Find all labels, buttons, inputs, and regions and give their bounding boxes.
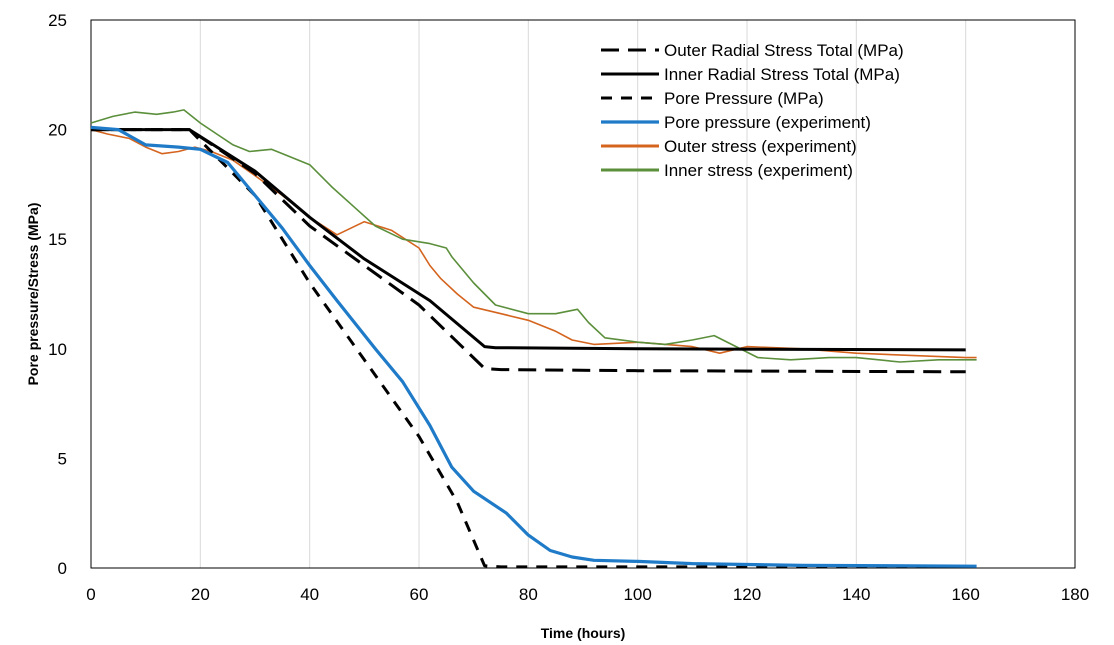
legend-label: Inner stress (experiment) [664, 161, 853, 180]
series-line-3 [90, 125, 977, 568]
y-axis-title: Pore pressure/Stress (MPa) [25, 203, 41, 386]
legend: Outer Radial Stress Total (MPa) Inner Rad… [601, 41, 904, 180]
y-tick-label: 5 [58, 449, 67, 468]
series-line-1 [91, 128, 966, 352]
series-layer [90, 109, 977, 569]
legend-label: Inner Radial Stress Total (MPa) [664, 65, 900, 84]
x-tick-label: 80 [519, 585, 538, 604]
y-tick-label: 20 [48, 121, 67, 140]
grid-lines [199, 20, 967, 568]
x-tick-label: 160 [951, 585, 979, 604]
series-line-5 [90, 109, 977, 363]
y-tick-label: 25 [48, 11, 67, 30]
x-axis-title: Time (hours) [541, 625, 626, 641]
series-line-2 [91, 128, 966, 569]
legend-label: Outer stress (experiment) [664, 137, 857, 156]
y-tick-label: 15 [48, 230, 67, 249]
legend-label: Outer Radial Stress Total (MPa) [664, 41, 904, 60]
x-tick-label: 180 [1061, 585, 1089, 604]
y-tick-label: 0 [58, 559, 67, 578]
x-tick-label: 40 [300, 585, 319, 604]
tick-labels: 0 20 40 60 80 100 120 140 160 180 0 5 10 15 20 25 [48, 11, 1089, 604]
x-tick-label: 60 [410, 585, 429, 604]
x-tick-label: 140 [842, 585, 870, 604]
y-tick-label: 10 [48, 340, 67, 359]
legend-label: Pore pressure (experiment) [664, 113, 871, 132]
x-tick-label: 100 [623, 585, 651, 604]
legend-label: Pore Pressure (MPa) [664, 89, 824, 108]
plot-area-frame [90, 19, 1076, 569]
x-tick-label: 0 [86, 585, 95, 604]
x-tick-label: 120 [733, 585, 761, 604]
x-tick-label: 20 [191, 585, 210, 604]
